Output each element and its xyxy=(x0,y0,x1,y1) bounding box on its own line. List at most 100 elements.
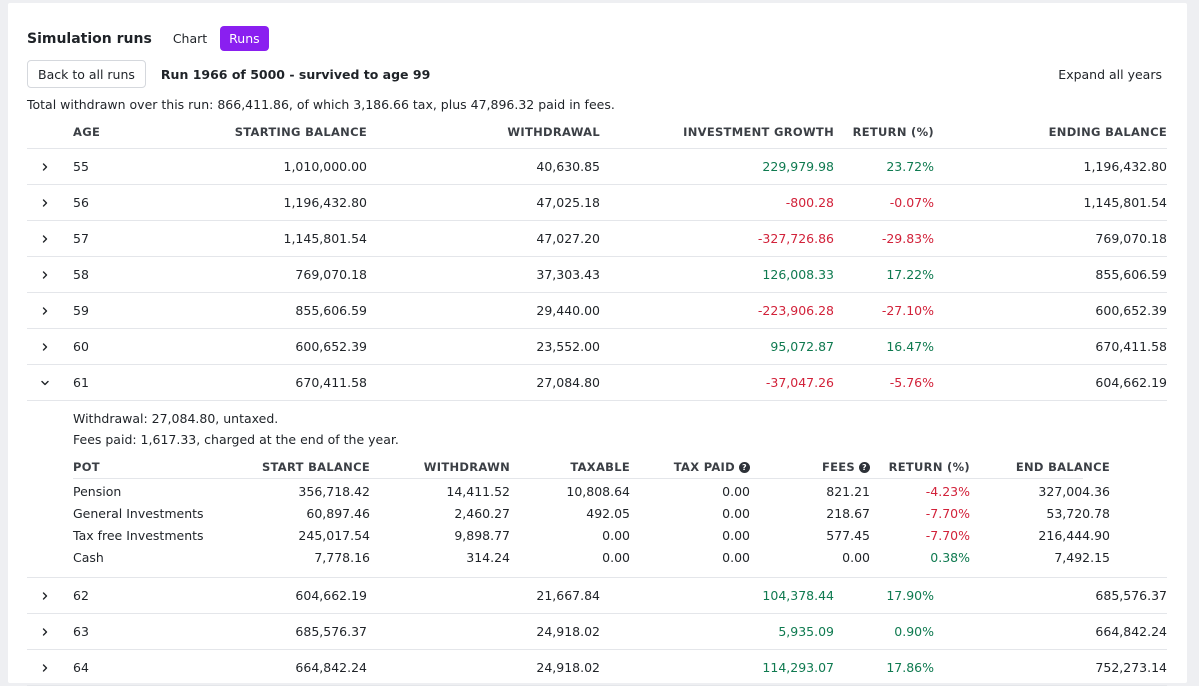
pot-name: General Investments xyxy=(73,505,204,521)
table-row[interactable]: 58 769,070.18 37,303.43 126,008.33 17.22% 855… xyxy=(27,257,1167,293)
row-ending-balance: 600,652.39 xyxy=(1095,303,1167,318)
pot-taxable: 10,808.64 xyxy=(566,483,630,499)
pot-fees: 577.45 xyxy=(826,527,870,543)
expand-all-years-button[interactable]: Expand all years xyxy=(1058,66,1162,82)
row-return: -0.07% xyxy=(889,195,934,210)
page-title: Simulation runs xyxy=(27,30,152,47)
pot-return: -7.70% xyxy=(925,505,970,521)
pot-taxable: 0.00 xyxy=(602,549,630,565)
row-investment-growth: 114,293.07 xyxy=(762,660,834,675)
row-investment-growth: -327,726.86 xyxy=(757,231,834,246)
pot-end-balance: 327,004.36 xyxy=(1038,483,1110,499)
pot-start-balance: 245,017.54 xyxy=(298,527,370,543)
table-row[interactable]: 64 664,842.24 24,918.02 114,293.07 17.86% 752… xyxy=(27,650,1167,686)
pot-taxable: 0.00 xyxy=(602,527,630,543)
row-starting-balance: 604,662.19 xyxy=(295,588,367,603)
row-ending-balance: 604,662.19 xyxy=(1095,375,1167,390)
tab-runs[interactable]: Runs xyxy=(220,26,269,51)
row-ending-balance: 769,070.18 xyxy=(1095,231,1167,246)
row-age: 60 xyxy=(73,339,89,354)
run-title: Run 1966 of 5000 - survived to age 99 xyxy=(160,66,431,82)
row-return: 16.47% xyxy=(886,339,934,354)
column-end-balance: END BALANCE xyxy=(1015,460,1110,474)
chevron-right-icon[interactable] xyxy=(33,185,57,220)
chevron-right-icon[interactable] xyxy=(33,614,57,649)
simulation-runs-card: Simulation runs Chart Runs Back to all r… xyxy=(8,3,1187,686)
pot-withdrawn: 14,411.52 xyxy=(446,483,510,499)
pots-table: POT START BALANCE WITHDRAWN TAXABLE TAX … xyxy=(73,456,1110,568)
pots-table-header: POT START BALANCE WITHDRAWN TAXABLE TAX … xyxy=(73,456,1110,479)
table-row[interactable]: 56 1,196,432.80 47,025.18 -800.28 -0.07% 1,14… xyxy=(27,185,1167,221)
row-age: 56 xyxy=(73,195,89,210)
table-row-expanded[interactable]: 61 670,411.58 27,084.80 -37,047.26 -5.76… xyxy=(27,365,1167,401)
row-investment-growth: -223,906.28 xyxy=(757,303,834,318)
row-age: 58 xyxy=(73,267,89,282)
pot-end-balance: 53,720.78 xyxy=(1046,505,1110,521)
row-investment-growth: -37,047.26 xyxy=(765,375,834,390)
column-withdrawn: WITHDRAWN xyxy=(423,460,510,474)
column-ending-balance: ENDING BALANCE xyxy=(1048,124,1167,139)
row-withdrawal: 23,552.00 xyxy=(536,339,600,354)
row-age: 64 xyxy=(73,660,89,675)
pot-tax-paid: 0.00 xyxy=(722,549,750,565)
column-pot: POT xyxy=(73,460,100,474)
table-row[interactable]: 60 600,652.39 23,552.00 95,072.87 16.47% 670,… xyxy=(27,329,1167,365)
row-withdrawal: 47,025.18 xyxy=(536,195,600,210)
row-ending-balance: 670,411.58 xyxy=(1095,339,1167,354)
chevron-right-icon[interactable] xyxy=(33,650,57,685)
pot-start-balance: 356,718.42 xyxy=(298,483,370,499)
back-to-all-runs-button[interactable]: Back to all runs xyxy=(27,60,146,88)
row-return: 17.90% xyxy=(886,588,934,603)
table-row[interactable]: 55 1,010,000.00 40,630.85 229,979.98 23.72% 1… xyxy=(27,149,1167,185)
table-row[interactable]: 57 1,145,801.54 47,027.20 -327,726.86 -29.83… xyxy=(27,221,1167,257)
question-circle-icon[interactable]: ? xyxy=(859,461,870,473)
row-starting-balance: 685,576.37 xyxy=(295,624,367,639)
column-starting-balance: STARTING BALANCE xyxy=(234,124,367,139)
row-age: 61 xyxy=(73,375,89,390)
row-return: -27.10% xyxy=(881,303,934,318)
tab-chart[interactable]: Chart xyxy=(172,31,208,46)
row-age: 59 xyxy=(73,303,89,318)
row-withdrawal: 24,918.02 xyxy=(536,624,600,639)
row-withdrawal: 29,440.00 xyxy=(536,303,600,318)
pot-row: Tax free Investments 245,017.54 9,898.77 0.… xyxy=(73,524,1110,546)
row-investment-growth: 229,979.98 xyxy=(762,159,834,174)
pot-withdrawn: 314.24 xyxy=(466,549,510,565)
pot-fees: 218.67 xyxy=(826,505,870,521)
column-return: RETURN (%) xyxy=(852,124,934,139)
row-starting-balance: 1,145,801.54 xyxy=(283,231,368,246)
row-withdrawal: 27,084.80 xyxy=(536,375,600,390)
table-header: AGE STARTING BALANCE WITHDRAWAL INVESTME… xyxy=(27,115,1167,149)
pot-name: Cash xyxy=(73,549,104,565)
pot-tax-paid: 0.00 xyxy=(722,505,750,521)
pot-row: Pension 356,718.42 14,411.52 10,808.64 0.00 8… xyxy=(73,480,1110,502)
question-circle-icon[interactable]: ? xyxy=(739,461,750,473)
row-starting-balance: 670,411.58 xyxy=(295,375,367,390)
chevron-right-icon[interactable] xyxy=(33,329,57,364)
table-row[interactable]: 63 685,576.37 24,918.02 5,935.09 0.90% 664,84… xyxy=(27,614,1167,650)
column-investment-growth: INVESTMENT GROWTH xyxy=(683,124,834,139)
row-return: 0.90% xyxy=(894,624,934,639)
year-detail-panel: Withdrawal: 27,084.80, untaxed. Fees pai… xyxy=(27,401,1167,578)
chevron-right-icon[interactable] xyxy=(33,257,57,292)
row-ending-balance: 855,606.59 xyxy=(1095,267,1167,282)
row-starting-balance: 1,010,000.00 xyxy=(283,159,368,174)
row-ending-balance: 1,196,432.80 xyxy=(1083,159,1168,174)
chevron-right-icon[interactable] xyxy=(33,578,57,613)
pot-start-balance: 60,897.46 xyxy=(306,505,370,521)
table-row[interactable]: 59 855,606.59 29,440.00 -223,906.28 -27.10% 6… xyxy=(27,293,1167,329)
column-age: AGE xyxy=(73,124,101,139)
pot-fees: 0.00 xyxy=(842,549,870,565)
chevron-right-icon[interactable] xyxy=(33,149,57,184)
chevron-right-icon[interactable] xyxy=(33,221,57,256)
chevron-right-icon[interactable] xyxy=(33,293,57,328)
pot-tax-paid: 0.00 xyxy=(722,483,750,499)
pot-name: Tax free Investments xyxy=(73,527,204,543)
table-row[interactable]: 62 604,662.19 21,667.84 104,378.44 17.90% 685… xyxy=(27,578,1167,614)
chevron-down-icon[interactable] xyxy=(33,365,57,400)
pot-tax-paid: 0.00 xyxy=(722,527,750,543)
column-tax-paid-label: TAX PAID xyxy=(673,460,735,474)
column-withdrawal: WITHDRAWAL xyxy=(507,124,600,139)
row-ending-balance: 1,145,801.54 xyxy=(1083,195,1168,210)
pot-return: 0.38% xyxy=(930,549,970,565)
